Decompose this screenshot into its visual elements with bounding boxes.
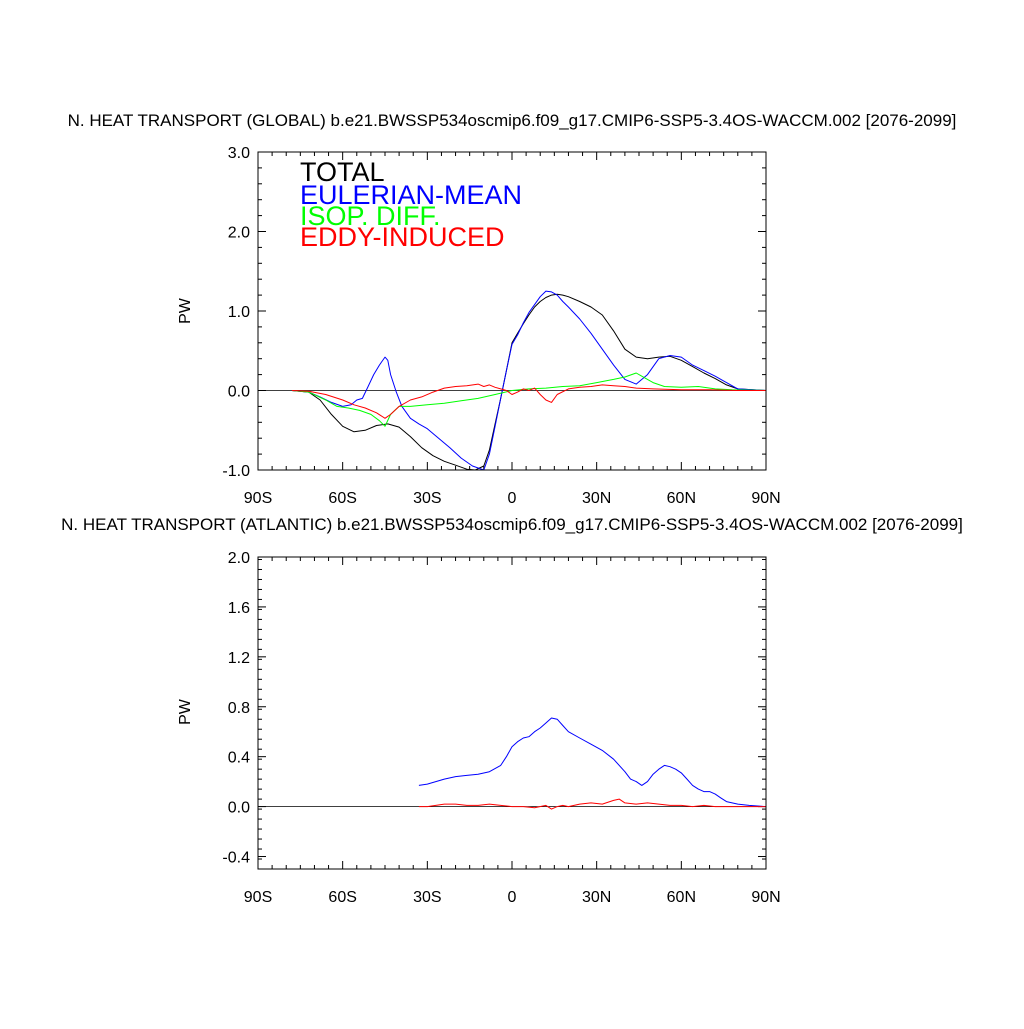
atlantic-series-eddy-induced <box>418 798 766 810</box>
global-x-tick-label: 90N <box>751 490 780 507</box>
global-legend: TOTAL EULERIAN-MEAN ISOP. DIFF. EDDY-IND… <box>300 157 522 252</box>
global-y-axis-label: PW <box>177 297 194 324</box>
global-y-tick-label: 3.0 <box>228 145 250 162</box>
atlantic-x-tick-label: 60N <box>667 889 696 906</box>
atlantic-x-tick-label: 90N <box>751 889 780 906</box>
global-y-tick-label: -1.0 <box>222 463 250 480</box>
atlantic-y-axis-label: PW <box>177 698 194 725</box>
atlantic-y-tick-label: 1.2 <box>228 650 250 667</box>
atlantic-x-tick-label: 30S <box>413 889 441 906</box>
atlantic-x-tick-label: 30N <box>582 889 611 906</box>
legend-eulerian-mean: EULERIAN-MEAN <box>300 180 522 210</box>
atlantic-y-tick-label: -0.4 <box>222 850 250 867</box>
atlantic-y-tick-label: 2.0 <box>228 550 250 567</box>
atlantic-x-tick-label: 90S <box>244 889 272 906</box>
atlantic-y-tick-label: 1.6 <box>228 600 250 617</box>
atlantic-series-eulerian-mean <box>418 717 766 808</box>
global-x-tick-label: 30N <box>582 490 611 507</box>
legend-eddy-induced: EDDY-INDUCED <box>300 222 505 252</box>
global-ticks: 90S 60S 30S 0 30N 60N 90N -1.0 0.0 1.0 2.0 3.0 <box>222 145 780 507</box>
atlantic-y-tick-label: 0.8 <box>228 700 250 717</box>
atlantic-y-tick-label: 0.0 <box>228 800 250 817</box>
atlantic-chart: N. HEAT TRANSPORT (ATLANTIC) b.e21.BWSSP… <box>61 515 963 906</box>
global-series-isop-diff <box>291 372 766 427</box>
global-y-tick-label: 2.0 <box>228 225 250 242</box>
atlantic-y-tick-label: 0.4 <box>228 750 250 767</box>
global-x-tick-label: 60S <box>328 490 356 507</box>
global-x-tick-label: 60N <box>667 490 696 507</box>
global-plot-frame <box>257 151 767 471</box>
global-series-total <box>291 293 766 470</box>
atlantic-plot-frame <box>257 556 767 870</box>
global-x-tick-label: 0 <box>508 490 517 507</box>
global-series-eddy-induced <box>291 383 766 419</box>
atlantic-chart-title: N. HEAT TRANSPORT (ATLANTIC) b.e21.BWSSP… <box>61 515 963 534</box>
legend-total: TOTAL <box>300 157 385 187</box>
global-series <box>258 290 766 470</box>
atlantic-ticks: 90S 60S 30S 0 30N 60N 90N -0.4 0.0 0.4 0.8 1.2 1.6 2.… <box>222 550 780 906</box>
global-series-eulerian-mean <box>291 290 766 470</box>
atlantic-x-tick-label: 0 <box>508 889 517 906</box>
global-y-tick-label: 1.0 <box>228 304 250 321</box>
global-x-tick-label: 90S <box>244 490 272 507</box>
global-chart: N. HEAT TRANSPORT (GLOBAL) b.e21.BWSSP53… <box>68 111 957 507</box>
global-y-tick-label: 0.0 <box>228 384 250 401</box>
legend-isop-diff: ISOP. DIFF. <box>300 201 441 231</box>
global-chart-title: N. HEAT TRANSPORT (GLOBAL) b.e21.BWSSP53… <box>68 111 957 130</box>
atlantic-x-tick-label: 60S <box>328 889 356 906</box>
atlantic-series <box>258 717 766 810</box>
global-x-tick-label: 30S <box>413 490 441 507</box>
